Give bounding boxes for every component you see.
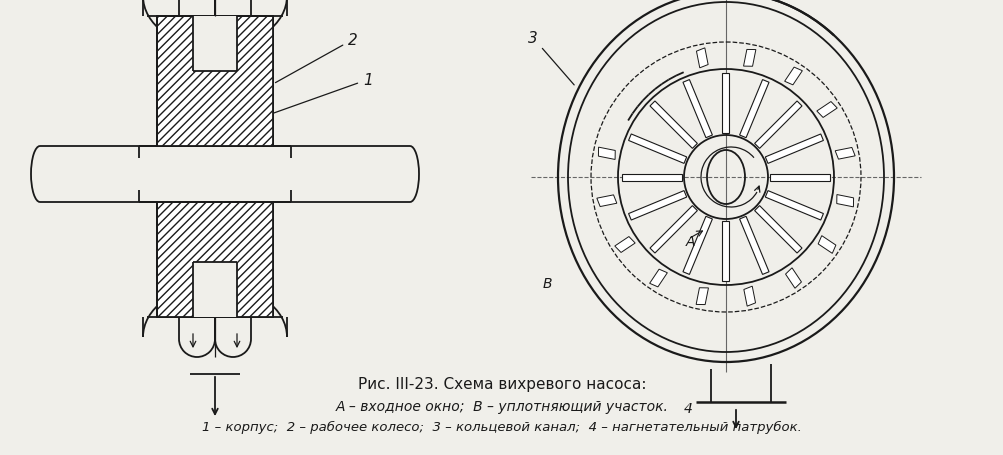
Polygon shape bbox=[817, 236, 835, 254]
Polygon shape bbox=[628, 191, 686, 221]
Polygon shape bbox=[649, 102, 697, 149]
Polygon shape bbox=[156, 17, 273, 147]
Polygon shape bbox=[695, 288, 708, 305]
Polygon shape bbox=[764, 191, 822, 221]
Polygon shape bbox=[743, 287, 755, 307]
Polygon shape bbox=[835, 195, 853, 207]
Text: 4: 4 bbox=[683, 401, 692, 415]
Polygon shape bbox=[754, 206, 801, 253]
Polygon shape bbox=[754, 102, 801, 149]
Text: B: B bbox=[543, 276, 552, 290]
Text: A – входное окно;  B – уплотняющий участок.: A – входное окно; B – уплотняющий участо… bbox=[335, 399, 668, 413]
Polygon shape bbox=[649, 269, 667, 287]
Polygon shape bbox=[816, 102, 837, 118]
Polygon shape bbox=[769, 174, 829, 181]
Polygon shape bbox=[743, 51, 755, 67]
Polygon shape bbox=[598, 148, 615, 160]
Polygon shape bbox=[156, 202, 273, 317]
Polygon shape bbox=[682, 217, 712, 275]
Polygon shape bbox=[784, 268, 800, 288]
Polygon shape bbox=[722, 222, 729, 281]
Polygon shape bbox=[764, 135, 822, 164]
Polygon shape bbox=[628, 135, 686, 164]
Polygon shape bbox=[596, 196, 616, 207]
Text: Рис. III-23. Схема вихревого насоса:: Рис. III-23. Схема вихревого насоса: bbox=[357, 377, 646, 392]
Polygon shape bbox=[193, 263, 237, 317]
Polygon shape bbox=[784, 68, 801, 86]
Text: 1: 1 bbox=[274, 73, 372, 114]
Polygon shape bbox=[193, 17, 237, 72]
Polygon shape bbox=[682, 81, 712, 138]
Polygon shape bbox=[649, 206, 697, 253]
Text: 2: 2 bbox=[275, 33, 357, 83]
Polygon shape bbox=[722, 74, 729, 134]
Polygon shape bbox=[614, 237, 635, 253]
Polygon shape bbox=[622, 174, 681, 181]
Polygon shape bbox=[696, 49, 707, 69]
Text: 3: 3 bbox=[528, 31, 574, 86]
Polygon shape bbox=[739, 81, 768, 138]
Text: A: A bbox=[685, 234, 695, 248]
Text: 1 – корпус;  2 – рабочее колесо;  3 – кольцевой канал;  4 – нагнетательный патру: 1 – корпус; 2 – рабочее колесо; 3 – коль… bbox=[202, 420, 801, 433]
Polygon shape bbox=[739, 217, 768, 275]
Polygon shape bbox=[834, 148, 855, 160]
